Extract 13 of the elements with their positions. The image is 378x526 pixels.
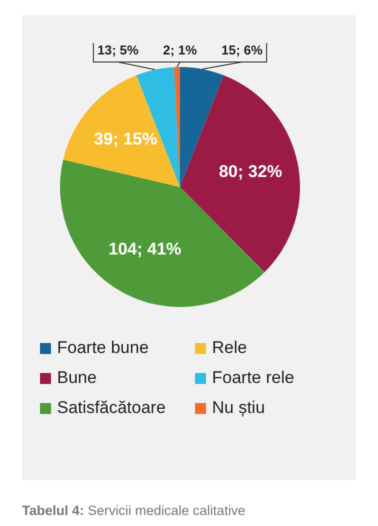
legend-label: Satisfăcătoare xyxy=(56,397,167,419)
legend-label: Bune xyxy=(56,367,98,389)
data-label: 2; 1% xyxy=(163,42,198,58)
data-label: 39; 15% xyxy=(94,130,158,149)
legend-label: Nu știu xyxy=(211,397,266,419)
data-label: 104; 41% xyxy=(108,240,182,259)
legend-label: Rele xyxy=(211,337,248,359)
legend-label: Foarte bune xyxy=(56,337,150,359)
legend-label: Foarte rele xyxy=(211,367,296,389)
data-label: 15; 6% xyxy=(221,42,264,58)
data-label: 80; 32% xyxy=(218,162,282,182)
text: Tabelul 4: Servicii medicale calitative xyxy=(22,503,246,518)
data-label: 13; 5% xyxy=(97,42,140,58)
